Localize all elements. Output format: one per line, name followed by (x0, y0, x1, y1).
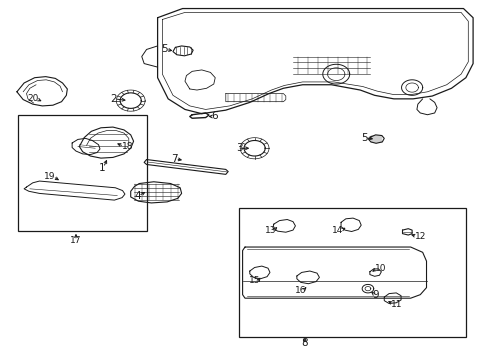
Text: 19: 19 (44, 172, 55, 181)
Text: 12: 12 (415, 232, 426, 241)
Text: 1: 1 (99, 163, 106, 173)
Bar (18, 115, 147, 231)
Text: 14: 14 (332, 226, 343, 235)
Text: 15: 15 (249, 276, 261, 285)
Text: 4: 4 (134, 191, 141, 201)
Text: 16: 16 (294, 285, 306, 294)
Text: 5: 5 (162, 45, 168, 54)
Text: 8: 8 (302, 338, 308, 348)
Text: 11: 11 (391, 300, 402, 309)
Text: 7: 7 (171, 154, 178, 164)
Text: 13: 13 (265, 226, 276, 235)
Text: 6: 6 (211, 112, 218, 121)
Text: 17: 17 (70, 236, 82, 245)
Text: 5: 5 (361, 133, 368, 143)
Text: 20: 20 (27, 94, 39, 103)
Text: 2: 2 (110, 94, 117, 104)
Text: 10: 10 (375, 264, 386, 273)
Text: 3: 3 (236, 143, 243, 153)
Text: 18: 18 (122, 142, 133, 151)
Bar (239, 208, 466, 337)
Text: 9: 9 (372, 290, 379, 300)
